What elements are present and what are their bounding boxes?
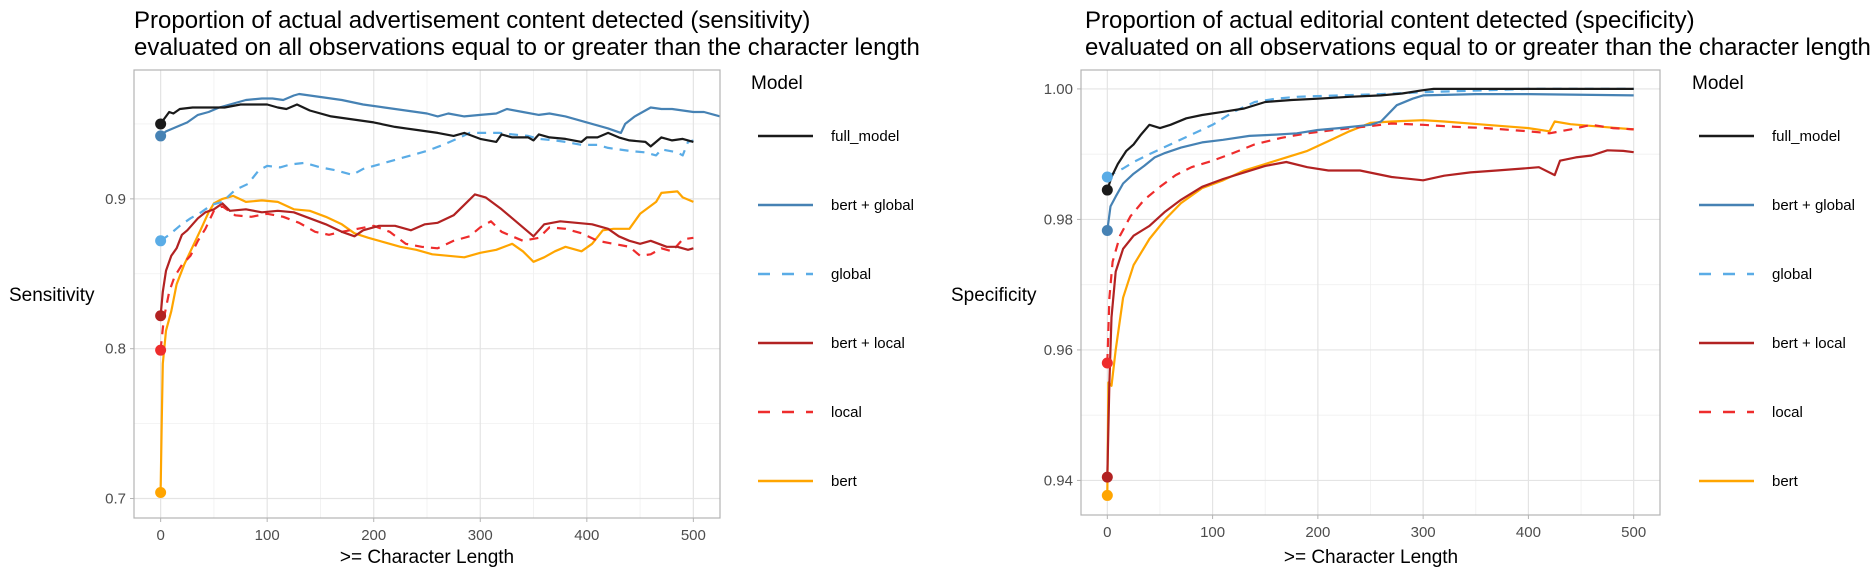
sensitivity-chart: Proportion of actual advertisement conte… bbox=[9, 7, 920, 568]
y-tick-label: 0.96 bbox=[1044, 342, 1073, 359]
x-tick-label: 200 bbox=[361, 527, 386, 544]
start-point-bert bbox=[155, 487, 167, 499]
series-group bbox=[155, 92, 720, 499]
start-point-bert-local bbox=[1101, 471, 1113, 483]
chart-title-line-2: evaluated on all observations equal to o… bbox=[1085, 34, 1871, 61]
chart-title-line-1: Proportion of actual advertisement conte… bbox=[134, 7, 810, 34]
series-line-bert bbox=[1106, 119, 1634, 496]
legend-label: bert + local bbox=[831, 335, 905, 352]
start-point-global bbox=[155, 235, 167, 247]
series-line-local bbox=[1106, 122, 1634, 364]
series-line-local bbox=[159, 205, 694, 351]
legend-label: global bbox=[831, 266, 871, 283]
series-line-bert bbox=[159, 190, 694, 493]
x-tick-label: 0 bbox=[1103, 524, 1111, 541]
x-tick-label: 300 bbox=[468, 527, 493, 544]
plot-area bbox=[1101, 87, 1634, 501]
start-point-full-model bbox=[155, 118, 167, 130]
y-tick-label: 0.7 bbox=[105, 491, 126, 508]
series-line-bert-global bbox=[159, 92, 720, 137]
y-axis-title: Sensitivity bbox=[9, 285, 95, 306]
legend-title: Model bbox=[751, 73, 803, 94]
legend-title: Model bbox=[1692, 73, 1744, 94]
panel-border bbox=[1080, 69, 1661, 516]
x-axis-title: >= Character Length bbox=[340, 547, 514, 568]
plot-area bbox=[155, 92, 720, 499]
start-point-global bbox=[1101, 171, 1113, 183]
series-line-bert-local bbox=[1106, 149, 1634, 478]
series-group bbox=[1101, 87, 1634, 501]
legend-label: full_model bbox=[831, 128, 899, 145]
legend-label: local bbox=[831, 404, 862, 421]
x-tick-label: 200 bbox=[1305, 524, 1330, 541]
grid-lines bbox=[134, 70, 720, 518]
x-tick-label: 0 bbox=[156, 527, 164, 544]
x-axis-title: >= Character Length bbox=[1284, 547, 1458, 568]
legend-label: bert + local bbox=[1772, 335, 1846, 352]
y-tick-label: 0.94 bbox=[1044, 472, 1073, 489]
legend-label: local bbox=[1772, 404, 1803, 421]
legend-label: global bbox=[1772, 266, 1812, 283]
start-point-bert-global bbox=[155, 130, 167, 142]
specificity-chart: Proportion of actual editorial content d… bbox=[951, 7, 1871, 568]
start-point-bert-global bbox=[1101, 225, 1113, 237]
legend-label: bert + global bbox=[1772, 197, 1855, 214]
series-line-bert-local bbox=[159, 193, 694, 316]
x-tick-label: 500 bbox=[1621, 524, 1646, 541]
y-axis-title: Specificity bbox=[951, 285, 1037, 306]
start-point-bert bbox=[1101, 489, 1113, 501]
x-tick-label: 100 bbox=[255, 527, 280, 544]
series-line-full-model bbox=[159, 103, 694, 148]
y-tick-label: 1.00 bbox=[1044, 81, 1073, 98]
start-point-full-model bbox=[1101, 184, 1113, 196]
x-tick-label: 400 bbox=[1516, 524, 1541, 541]
series-line-bert-global bbox=[1106, 93, 1634, 231]
start-point-bert-local bbox=[155, 310, 167, 322]
y-tick-label: 0.9 bbox=[105, 191, 126, 208]
legend-label: bert + global bbox=[831, 197, 914, 214]
x-tick-label: 400 bbox=[574, 527, 599, 544]
start-point-local bbox=[1101, 357, 1113, 369]
x-tick-label: 300 bbox=[1411, 524, 1436, 541]
axis-ticks: 0 100 200 300 400 500 0.7 0.8 0.9 bbox=[105, 191, 706, 544]
panel-border bbox=[133, 69, 721, 519]
x-tick-label: 100 bbox=[1200, 524, 1225, 541]
y-tick-label: 0.98 bbox=[1044, 211, 1073, 228]
y-tick-label: 0.8 bbox=[105, 341, 126, 358]
grid-lines bbox=[1081, 70, 1660, 515]
series-line-full-model bbox=[1106, 87, 1634, 191]
legend-label: bert bbox=[1772, 473, 1799, 490]
chart-title-line-2: evaluated on all observations equal to o… bbox=[134, 34, 920, 61]
chart-title-line-1: Proportion of actual editorial content d… bbox=[1085, 7, 1695, 34]
x-tick-label: 500 bbox=[681, 527, 706, 544]
axis-ticks: 0 100 200 300 400 500 0.94 0.96 0.98 1.00 bbox=[1044, 81, 1646, 541]
legend-label: bert bbox=[831, 473, 858, 490]
legend-label: full_model bbox=[1772, 128, 1840, 145]
start-point-local bbox=[155, 344, 167, 356]
